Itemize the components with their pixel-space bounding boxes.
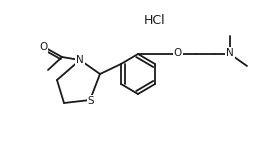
Text: O: O <box>174 48 182 58</box>
Text: HCl: HCl <box>144 13 166 26</box>
Text: N: N <box>76 55 84 65</box>
Text: O: O <box>39 42 47 52</box>
Text: N: N <box>226 48 234 58</box>
Text: S: S <box>88 96 94 106</box>
